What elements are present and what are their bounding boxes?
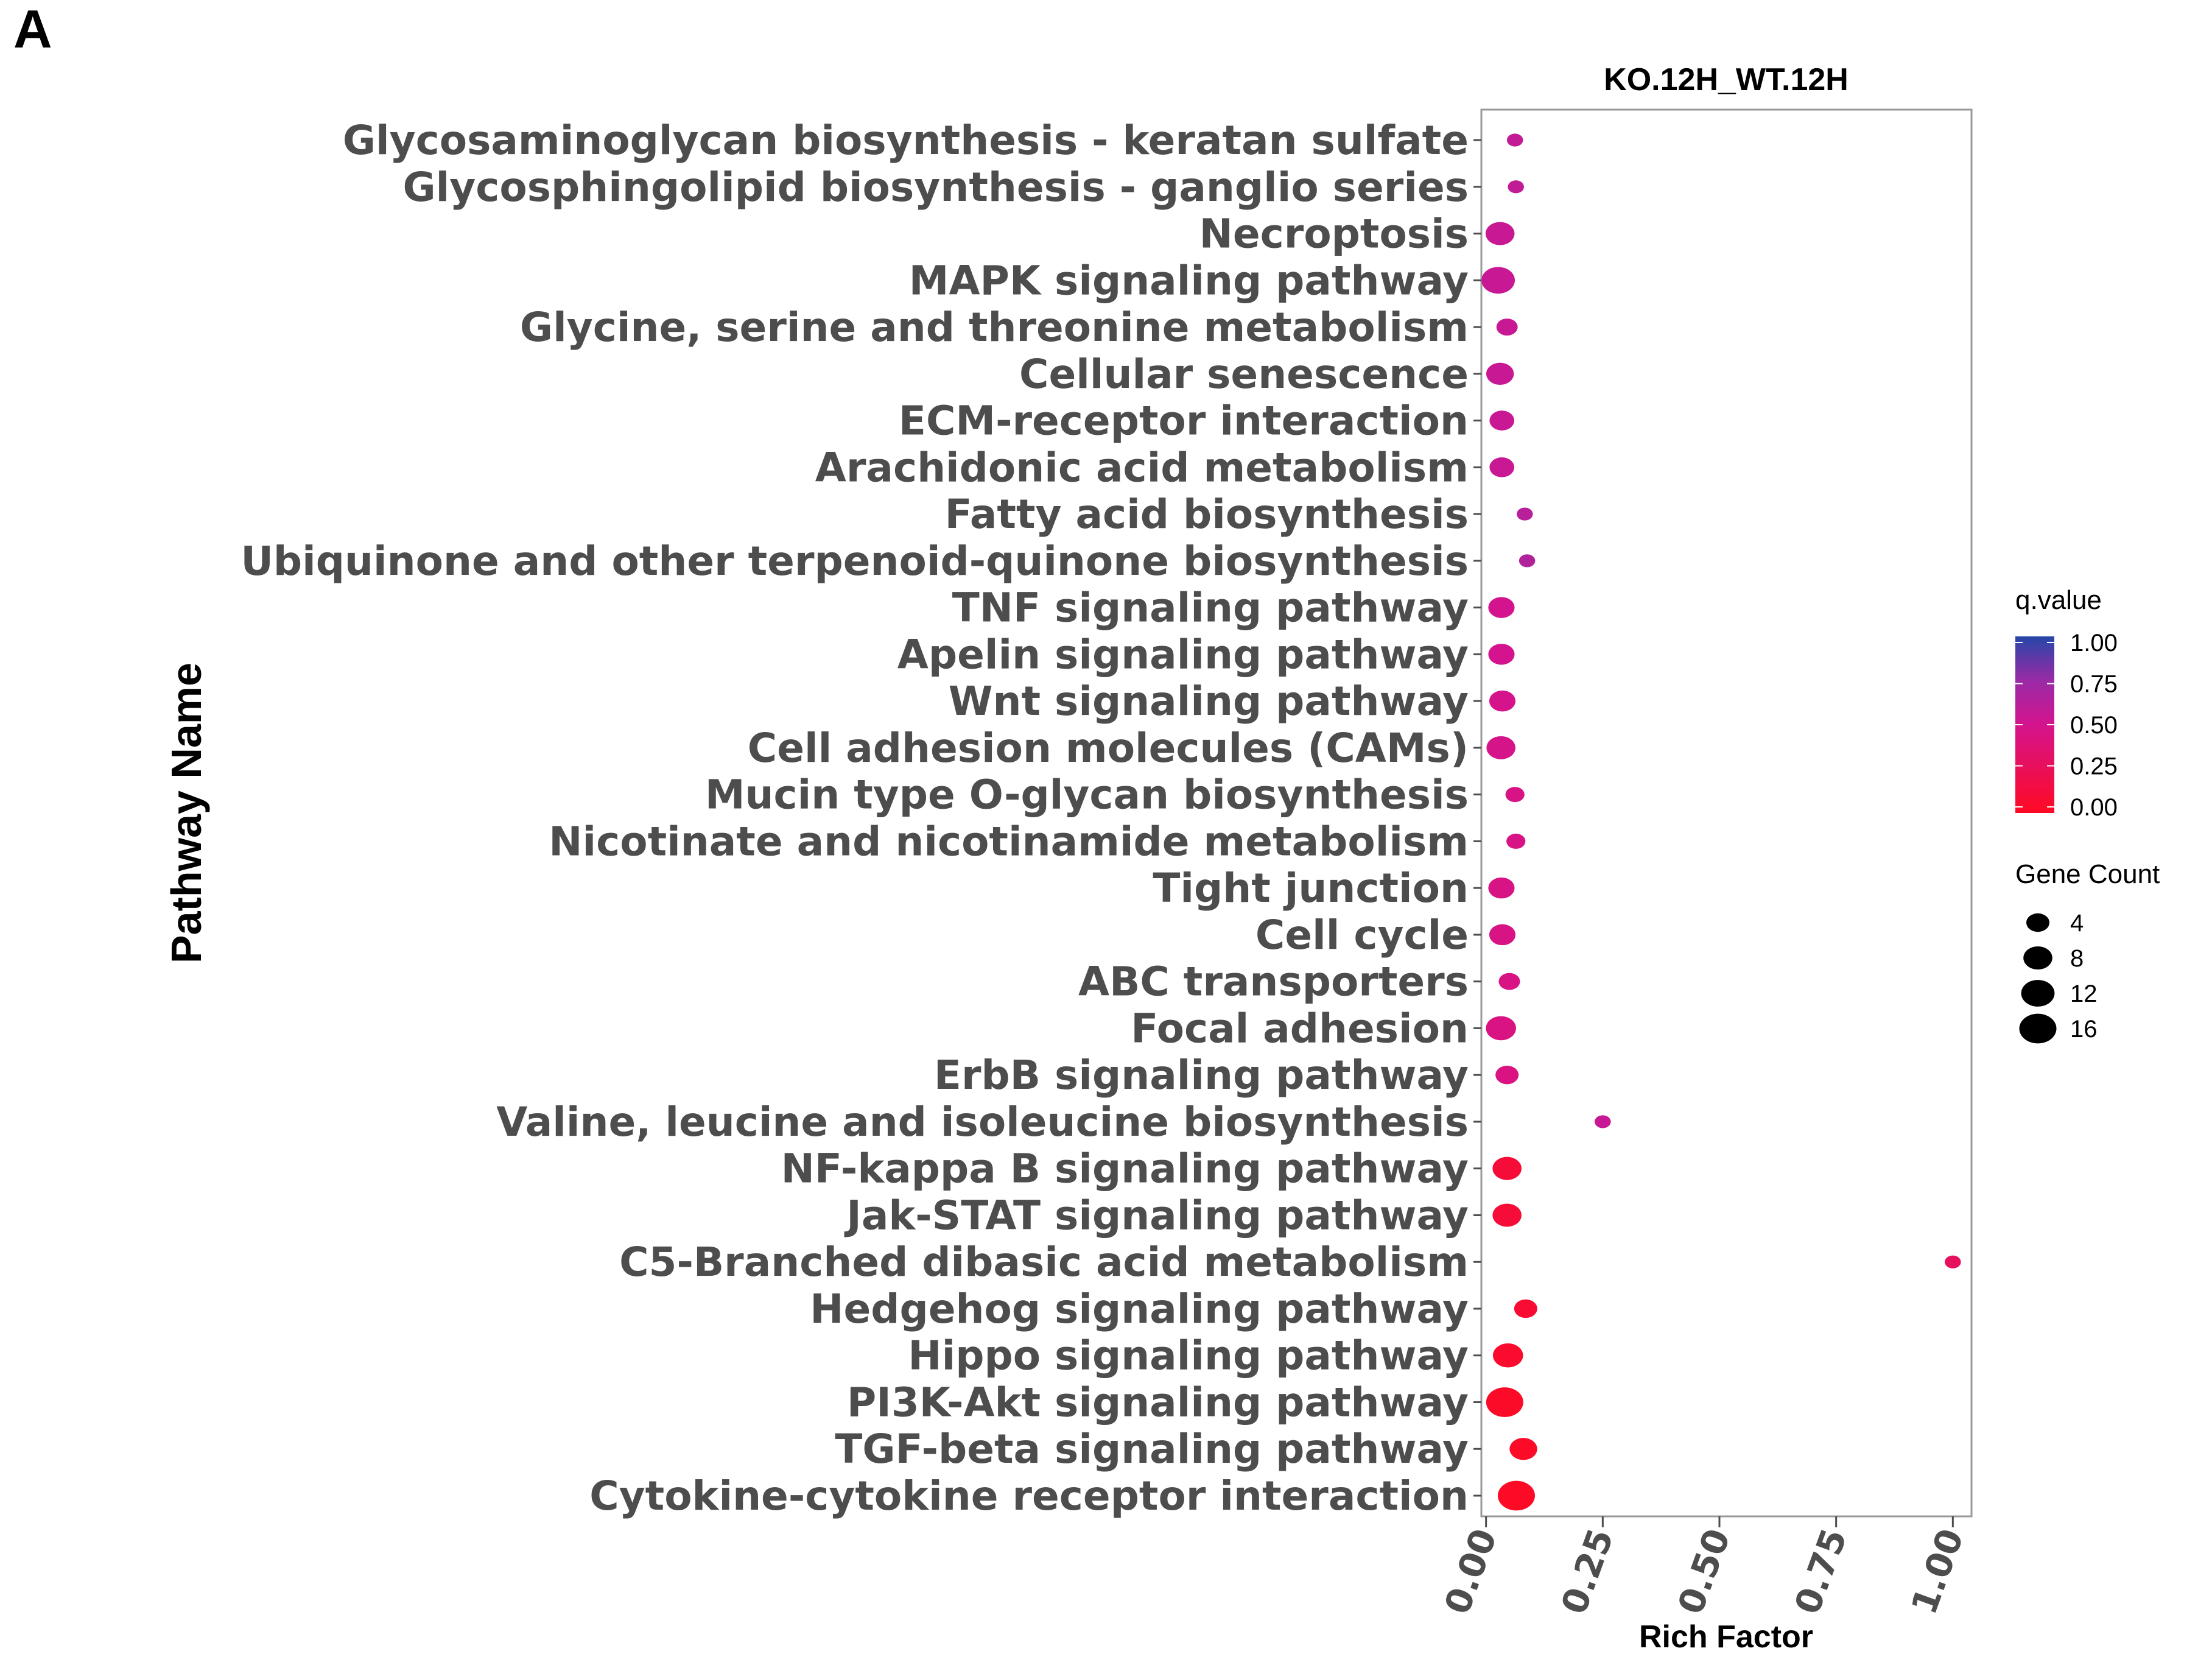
data-point [1519,554,1536,568]
data-points [1481,133,1961,1511]
color-legend-title: q.value [2015,585,2102,615]
y-axis-label: ABC transporters [1078,959,1469,1005]
data-point [1489,924,1516,946]
size-legend-label: 8 [2070,945,2084,972]
color-legend-ticks: 1.00 0.75 0.50 0.25 0.00 [2015,630,2118,821]
y-axis-label: Wnt signaling pathway [949,678,1469,725]
y-axis-label: Cell adhesion molecules (CAMs) [748,725,1469,772]
color-legend-label: 0.25 [2070,753,2118,780]
y-axis-label: Valine, leucine and isoleucine biosynthe… [496,1099,1469,1145]
data-point [1488,597,1515,618]
y-axis-label: Glycosphingolipid biosynthesis - ganglio… [402,164,1469,211]
data-point [1508,180,1524,194]
color-legend-label: 0.75 [2070,671,2118,698]
y-axis-label: Cytokine-cytokine receptor interaction [589,1473,1469,1519]
x-tick-label: 0.00 [1436,1524,1505,1620]
y-axis-label: Glycine, serine and threonine metabolism [520,304,1469,351]
y-axis-label: TGF-beta signaling pathway [835,1426,1469,1473]
y-axis-label: ErbB signaling pathway [934,1052,1469,1099]
size-legend-dot [2021,980,2055,1007]
data-point [1486,1016,1516,1041]
color-legend-label: 0.50 [2070,712,2118,739]
y-axis-label: Mucin type O-glycan biosynthesis [705,772,1469,818]
data-point [1492,1156,1522,1180]
y-axis-label: Nicotinate and nicotinamide metabolism [549,818,1469,865]
y-axis-label: Necroptosis [1199,211,1469,258]
data-point [1489,690,1516,712]
x-axis-title: Rich Factor [1639,1619,1813,1654]
data-point [1486,736,1515,759]
data-point [1489,457,1515,477]
y-axis-label: C5-Branched dibasic acid metabolism [619,1239,1469,1286]
y-axis-label: Hedgehog signaling pathway [810,1286,1469,1332]
y-axis-label: Arachidonic acid metabolism [815,444,1469,491]
data-point [1495,1065,1519,1085]
x-axis-ticks [1485,1516,1954,1527]
size-legend-title: Gene Count [2015,859,2160,889]
y-axis-label: NF-kappa B signaling pathway [781,1145,1469,1192]
data-point [1488,644,1515,665]
data-point [1486,362,1514,385]
data-point [1498,973,1520,990]
y-axis-label: Jak-STAT signaling pathway [844,1192,1469,1239]
data-point [1481,267,1515,294]
size-legend-dot [2026,913,2049,932]
y-axis-label: Cellular senescence [1019,351,1469,398]
size-legend-dot [2023,946,2052,970]
color-legend-label: 0.00 [2070,794,2118,821]
size-legend-items: 4 8 12 16 [2019,910,2098,1044]
data-point [1496,318,1518,336]
x-tick-label: 0.50 [1670,1524,1738,1620]
y-axis-label: Hippo signaling pathway [908,1332,1469,1379]
data-point [1506,833,1526,849]
data-point [1492,1203,1522,1227]
data-point [1595,1115,1611,1128]
size-legend-dot [2019,1013,2057,1044]
data-point [1517,507,1533,521]
x-axis-tick-labels: 0.00 0.25 0.50 0.75 1.00 [1436,1524,1972,1620]
data-point [1488,877,1515,899]
x-tick-label: 0.25 [1553,1524,1622,1620]
y-axis-title: Pathway Name [163,663,210,963]
data-point [1492,1343,1523,1368]
y-axis-labels: Glycosaminoglycan biosynthesis - keratan… [241,117,1469,1519]
size-legend-label: 12 [2070,980,2098,1007]
y-axis-label: MAPK signaling pathway [909,257,1469,304]
x-tick-label: 0.75 [1786,1524,1855,1620]
data-point [1514,1299,1537,1318]
x-tick-label: 1.00 [1903,1524,1972,1620]
data-point [1498,1480,1535,1511]
color-legend-label: 1.00 [2070,630,2118,656]
data-point [1486,1387,1523,1417]
y-axis-label: Fatty acid biosynthesis [945,491,1469,538]
size-legend-label: 16 [2070,1016,2098,1043]
panel-label: A [13,0,52,59]
data-point [1945,1255,1961,1269]
chart-title: KO.12H_WT.12H [1604,62,1849,97]
y-axis-label: PI3K-Akt signaling pathway [847,1379,1469,1426]
data-point [1489,410,1515,431]
y-axis-label: Focal adhesion [1131,1005,1469,1052]
y-axis-label: Glycosaminoglycan biosynthesis - keratan… [343,117,1469,164]
y-axis-label: Apelin signaling pathway [897,631,1469,678]
y-axis-label: Cell cycle [1255,912,1469,959]
plot-panel [1480,108,1973,1518]
y-axis-label: Ubiquinone and other terpenoid-quinone b… [241,538,1469,585]
data-point [1505,787,1525,803]
y-axis-label: ECM-receptor interaction [899,398,1469,445]
size-legend-label: 4 [2070,910,2084,937]
size-legend: Gene Count 4 8 12 16 [2015,859,2160,1044]
data-point [1509,1438,1537,1460]
color-legend: q.value 1.00 0.75 0.50 0.25 0.00 [2015,585,2118,821]
y-axis-label: Tight junction [1153,865,1469,912]
y-axis-label: TNF signaling pathway [952,585,1469,632]
data-point [1485,222,1515,245]
y-axis-ticks [1473,139,1481,1497]
data-point [1506,133,1523,147]
